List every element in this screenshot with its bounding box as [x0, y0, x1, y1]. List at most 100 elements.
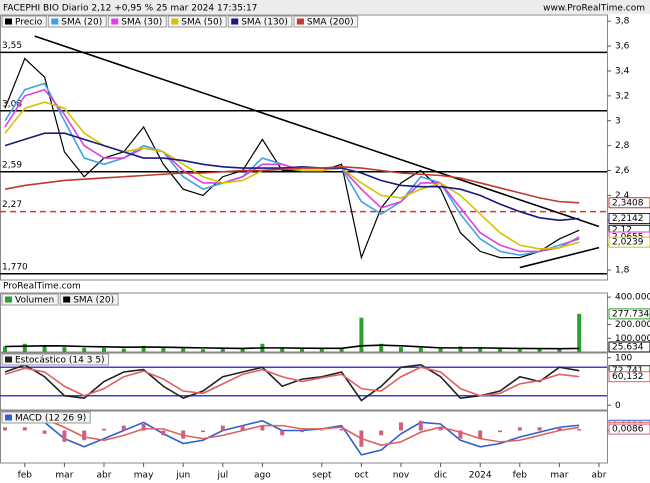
x-tick-label: abr — [97, 471, 112, 481]
bar — [201, 430, 205, 433]
legend-label: SMA (130) — [241, 18, 288, 28]
last-value-box — [608, 197, 650, 209]
legend-box — [1, 411, 91, 424]
bar — [319, 430, 324, 431]
last-value-box — [608, 308, 650, 320]
last-value-label: 2,3408 — [612, 198, 644, 208]
bar — [498, 430, 502, 433]
bar — [280, 430, 285, 436]
bar — [517, 427, 522, 431]
watermark: ProRealTime.com — [3, 282, 81, 292]
bar — [121, 348, 126, 352]
level-label: 2,27 — [2, 200, 22, 210]
x-tick-label: jun — [175, 471, 190, 481]
bar — [300, 430, 304, 433]
level-label: 3,08 — [2, 99, 22, 109]
legend-label: SMA (20) — [73, 296, 114, 306]
last-value-label: 25.634 — [612, 343, 644, 353]
y-tick-label: 2,8 — [615, 141, 630, 151]
bar — [161, 430, 166, 436]
bar — [418, 420, 423, 431]
bar — [102, 428, 106, 431]
legend-box — [1, 353, 110, 366]
x-tick-label: 2024 — [469, 471, 492, 481]
bar — [379, 430, 384, 436]
panel-frame — [0, 410, 608, 464]
x-tick-label: mar — [550, 471, 568, 481]
last-value-label: 2,12 — [612, 226, 632, 236]
bar — [379, 343, 384, 352]
bar — [300, 348, 304, 352]
y-tick-label: 0 — [615, 401, 621, 411]
legend-label: Precio — [15, 18, 43, 28]
x-tick-label: sept — [312, 471, 332, 481]
legend-label: Estocástico (14 3 5) — [15, 356, 105, 366]
y-tick-label: 3,8 — [615, 17, 630, 27]
bar — [220, 425, 225, 431]
bar — [438, 348, 443, 352]
last-value-box — [608, 236, 650, 248]
bar — [260, 425, 265, 431]
legend-swatch — [5, 356, 12, 363]
bar — [42, 430, 47, 434]
legend-label: SMA (200) — [307, 18, 354, 28]
panel-frame — [0, 352, 608, 411]
bar — [82, 430, 87, 441]
bar — [3, 346, 7, 352]
bar — [280, 347, 285, 352]
last-value-label: 277.734 — [612, 309, 649, 319]
bar — [240, 348, 245, 352]
legend-label: MACD (12 26 9) — [15, 414, 86, 424]
bar — [537, 427, 542, 431]
legend-box — [1, 293, 59, 306]
legend-box — [107, 15, 167, 28]
legend-swatch — [231, 18, 239, 25]
last-value-label: 60,132 — [612, 372, 644, 382]
chart-title: FACEPHI BIO Diario 2,12 +0,95 % 25 mar 2… — [3, 4, 257, 14]
bar — [478, 430, 483, 439]
bar — [438, 427, 443, 431]
legend-label: SMA (20) — [61, 18, 102, 28]
y-tick-label: 200.000 — [615, 320, 650, 330]
x-tick-label: mar — [55, 471, 73, 481]
last-value-box — [608, 423, 650, 435]
bar — [141, 424, 146, 431]
legend-swatch — [5, 18, 12, 25]
series-line — [4, 366, 580, 397]
legend-label: Volumen — [15, 296, 54, 306]
x-tick-label: nov — [393, 471, 410, 481]
last-value-label: 2,2142 — [612, 214, 644, 224]
y-tick-label: 400.000 — [615, 293, 650, 303]
y-tick-label: 2,4 — [615, 191, 630, 201]
bar — [3, 427, 7, 431]
legend-swatch — [5, 296, 12, 303]
legend-box — [293, 15, 359, 28]
series-line — [4, 344, 580, 350]
panel-frame — [0, 14, 608, 281]
bar — [220, 348, 225, 352]
bar — [82, 347, 87, 352]
legend-box — [47, 15, 107, 28]
legend-swatch — [296, 18, 304, 25]
bar — [62, 430, 67, 442]
bar — [577, 429, 582, 431]
level-label: 2,59 — [2, 160, 22, 170]
x-tick-label: dic — [434, 471, 447, 481]
x-tick-label: oct — [354, 471, 368, 481]
x-tick-label: ago — [254, 471, 271, 481]
bar — [557, 427, 562, 431]
bar — [359, 430, 364, 447]
y-tick-label: 3,2 — [615, 91, 629, 101]
bar — [201, 349, 205, 352]
bar — [102, 347, 106, 352]
header-bar — [0, 0, 650, 14]
trend-line — [519, 246, 600, 269]
series-line — [4, 165, 580, 204]
bar — [458, 430, 463, 439]
bar — [42, 345, 47, 352]
bar — [557, 348, 562, 352]
bar — [141, 345, 146, 352]
last-value-box — [608, 341, 650, 353]
